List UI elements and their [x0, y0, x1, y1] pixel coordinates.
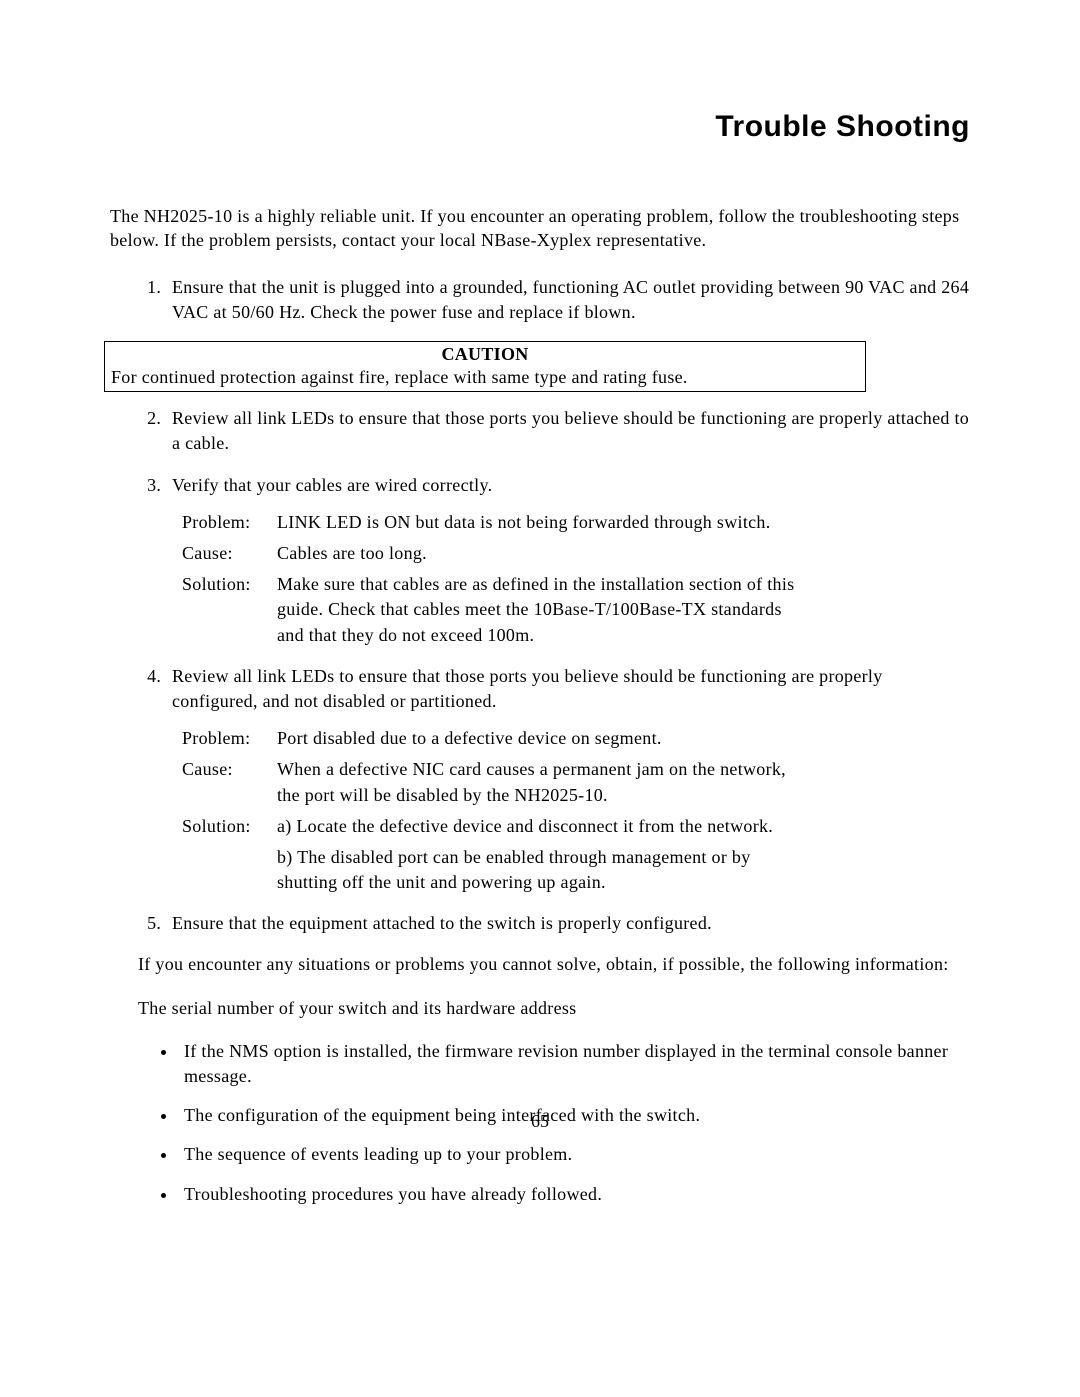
page-title: Trouble Shooting [110, 110, 970, 144]
solution-value: Make sure that cables are as defined in … [277, 572, 797, 648]
solution-value-4a: a) Locate the defective device and disco… [277, 814, 773, 839]
cause-label-4: Cause: [182, 757, 277, 807]
caution-title: CAUTION [105, 342, 865, 365]
solution-value-4b: b) The disabled port can be enabled thro… [277, 845, 797, 895]
problem-row-4: Problem: Port disabled due to a defectiv… [182, 726, 970, 751]
serial-paragraph: The serial number of your switch and its… [138, 996, 970, 1021]
cause-row-4: Cause: When a defective NIC card causes … [182, 757, 970, 807]
bullet-item: The sequence of events leading up to you… [178, 1142, 970, 1167]
cause-value-4: When a defective NIC card causes a perma… [277, 757, 797, 807]
step-list-top: Ensure that the unit is plugged into a g… [138, 275, 970, 325]
solution-row: Solution: Make sure that cables are as d… [182, 572, 970, 648]
cause-value: Cables are too long. [277, 541, 427, 566]
page-number: 65 [0, 1111, 1080, 1132]
step-1: Ensure that the unit is plugged into a g… [166, 275, 970, 325]
solution-label: Solution: [182, 572, 277, 648]
step-4-details: Problem: Port disabled due to a defectiv… [182, 726, 970, 895]
cause-label: Cause: [182, 541, 277, 566]
step-2: Review all link LEDs to ensure that thos… [166, 406, 970, 456]
problem-value: LINK LED is ON but data is not being for… [277, 510, 771, 535]
step-5: Ensure that the equipment attached to th… [166, 911, 970, 936]
page: Trouble Shooting The NH2025-10 is a high… [0, 0, 1080, 1397]
solution-row-4a: Solution: a) Locate the defective device… [182, 814, 970, 839]
problem-label: Problem: [182, 510, 277, 535]
intro-paragraph: The NH2025-10 is a highly reliable unit.… [110, 204, 970, 253]
problem-label-4: Problem: [182, 726, 277, 751]
step-list-mid: Review all link LEDs to ensure that thos… [138, 406, 970, 936]
step-3-text: Verify that your cables are wired correc… [172, 475, 492, 495]
bullet-item: If the NMS option is installed, the firm… [178, 1039, 970, 1089]
caution-body: For continued protection against fire, r… [105, 365, 865, 391]
cause-row: Cause: Cables are too long. [182, 541, 970, 566]
solution-label-4: Solution: [182, 814, 277, 839]
problem-value-4: Port disabled due to a defective device … [277, 726, 662, 751]
problem-row: Problem: LINK LED is ON but data is not … [182, 510, 970, 535]
caution-box: CAUTION For continued protection against… [104, 341, 866, 392]
step-3-details: Problem: LINK LED is ON but data is not … [182, 510, 970, 648]
followup-paragraph: If you encounter any situations or probl… [138, 952, 970, 977]
bullet-item: Troubleshooting procedures you have alre… [178, 1182, 970, 1207]
step-3: Verify that your cables are wired correc… [166, 473, 970, 648]
step-4: Review all link LEDs to ensure that thos… [166, 664, 970, 896]
step-4-text: Review all link LEDs to ensure that thos… [172, 666, 883, 711]
